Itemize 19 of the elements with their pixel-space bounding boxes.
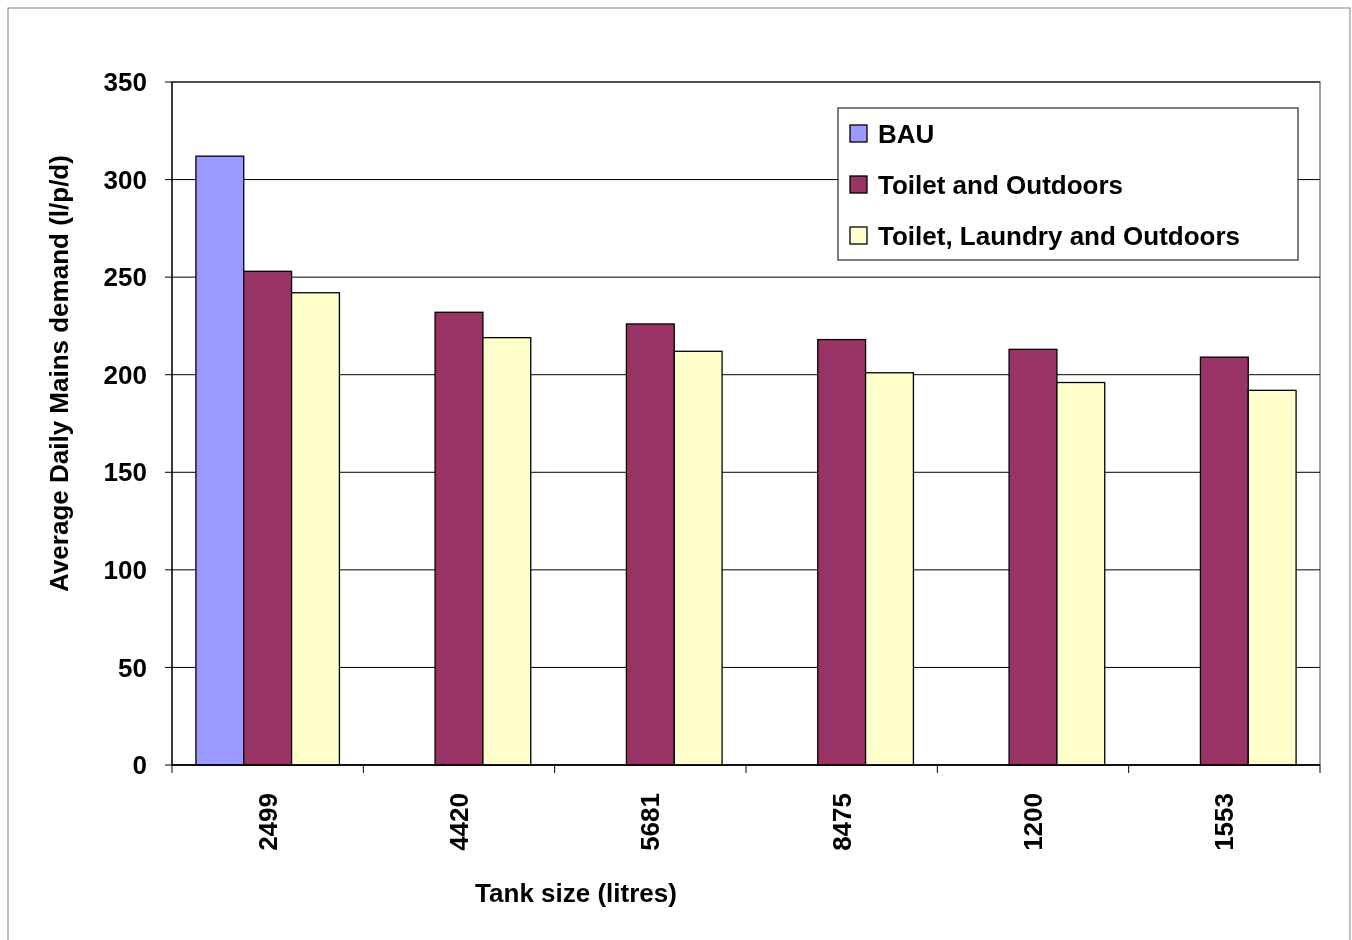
- y-tick-label: 350: [103, 67, 147, 98]
- y-tick-label: 200: [103, 359, 147, 390]
- y-tick-label: 50: [118, 652, 147, 683]
- x-tick-label: 4420: [444, 793, 475, 851]
- x-tick-label: 1200: [1018, 793, 1049, 851]
- x-tick-label: 1553: [1209, 793, 1240, 851]
- x-tick-label: 5681: [635, 793, 666, 851]
- legend-label: BAU: [878, 119, 935, 150]
- y-tick-label: 250: [103, 262, 147, 293]
- y-tick-label: 300: [103, 164, 147, 195]
- y-tick-label: 150: [103, 457, 147, 488]
- x-tick-label: 8475: [826, 793, 857, 851]
- x-axis-title: Tank size (litres): [475, 878, 677, 908]
- y-axis-title: Average Daily Mains demand (l/p/d): [44, 155, 74, 592]
- y-tick-label: 0: [132, 750, 147, 781]
- legend-label: Toilet, Laundry and Outdoors: [878, 221, 1241, 252]
- legend-label: Toilet and Outdoors: [878, 170, 1124, 201]
- x-tick-label: 2499: [252, 793, 283, 851]
- y-tick-label: 100: [103, 554, 147, 585]
